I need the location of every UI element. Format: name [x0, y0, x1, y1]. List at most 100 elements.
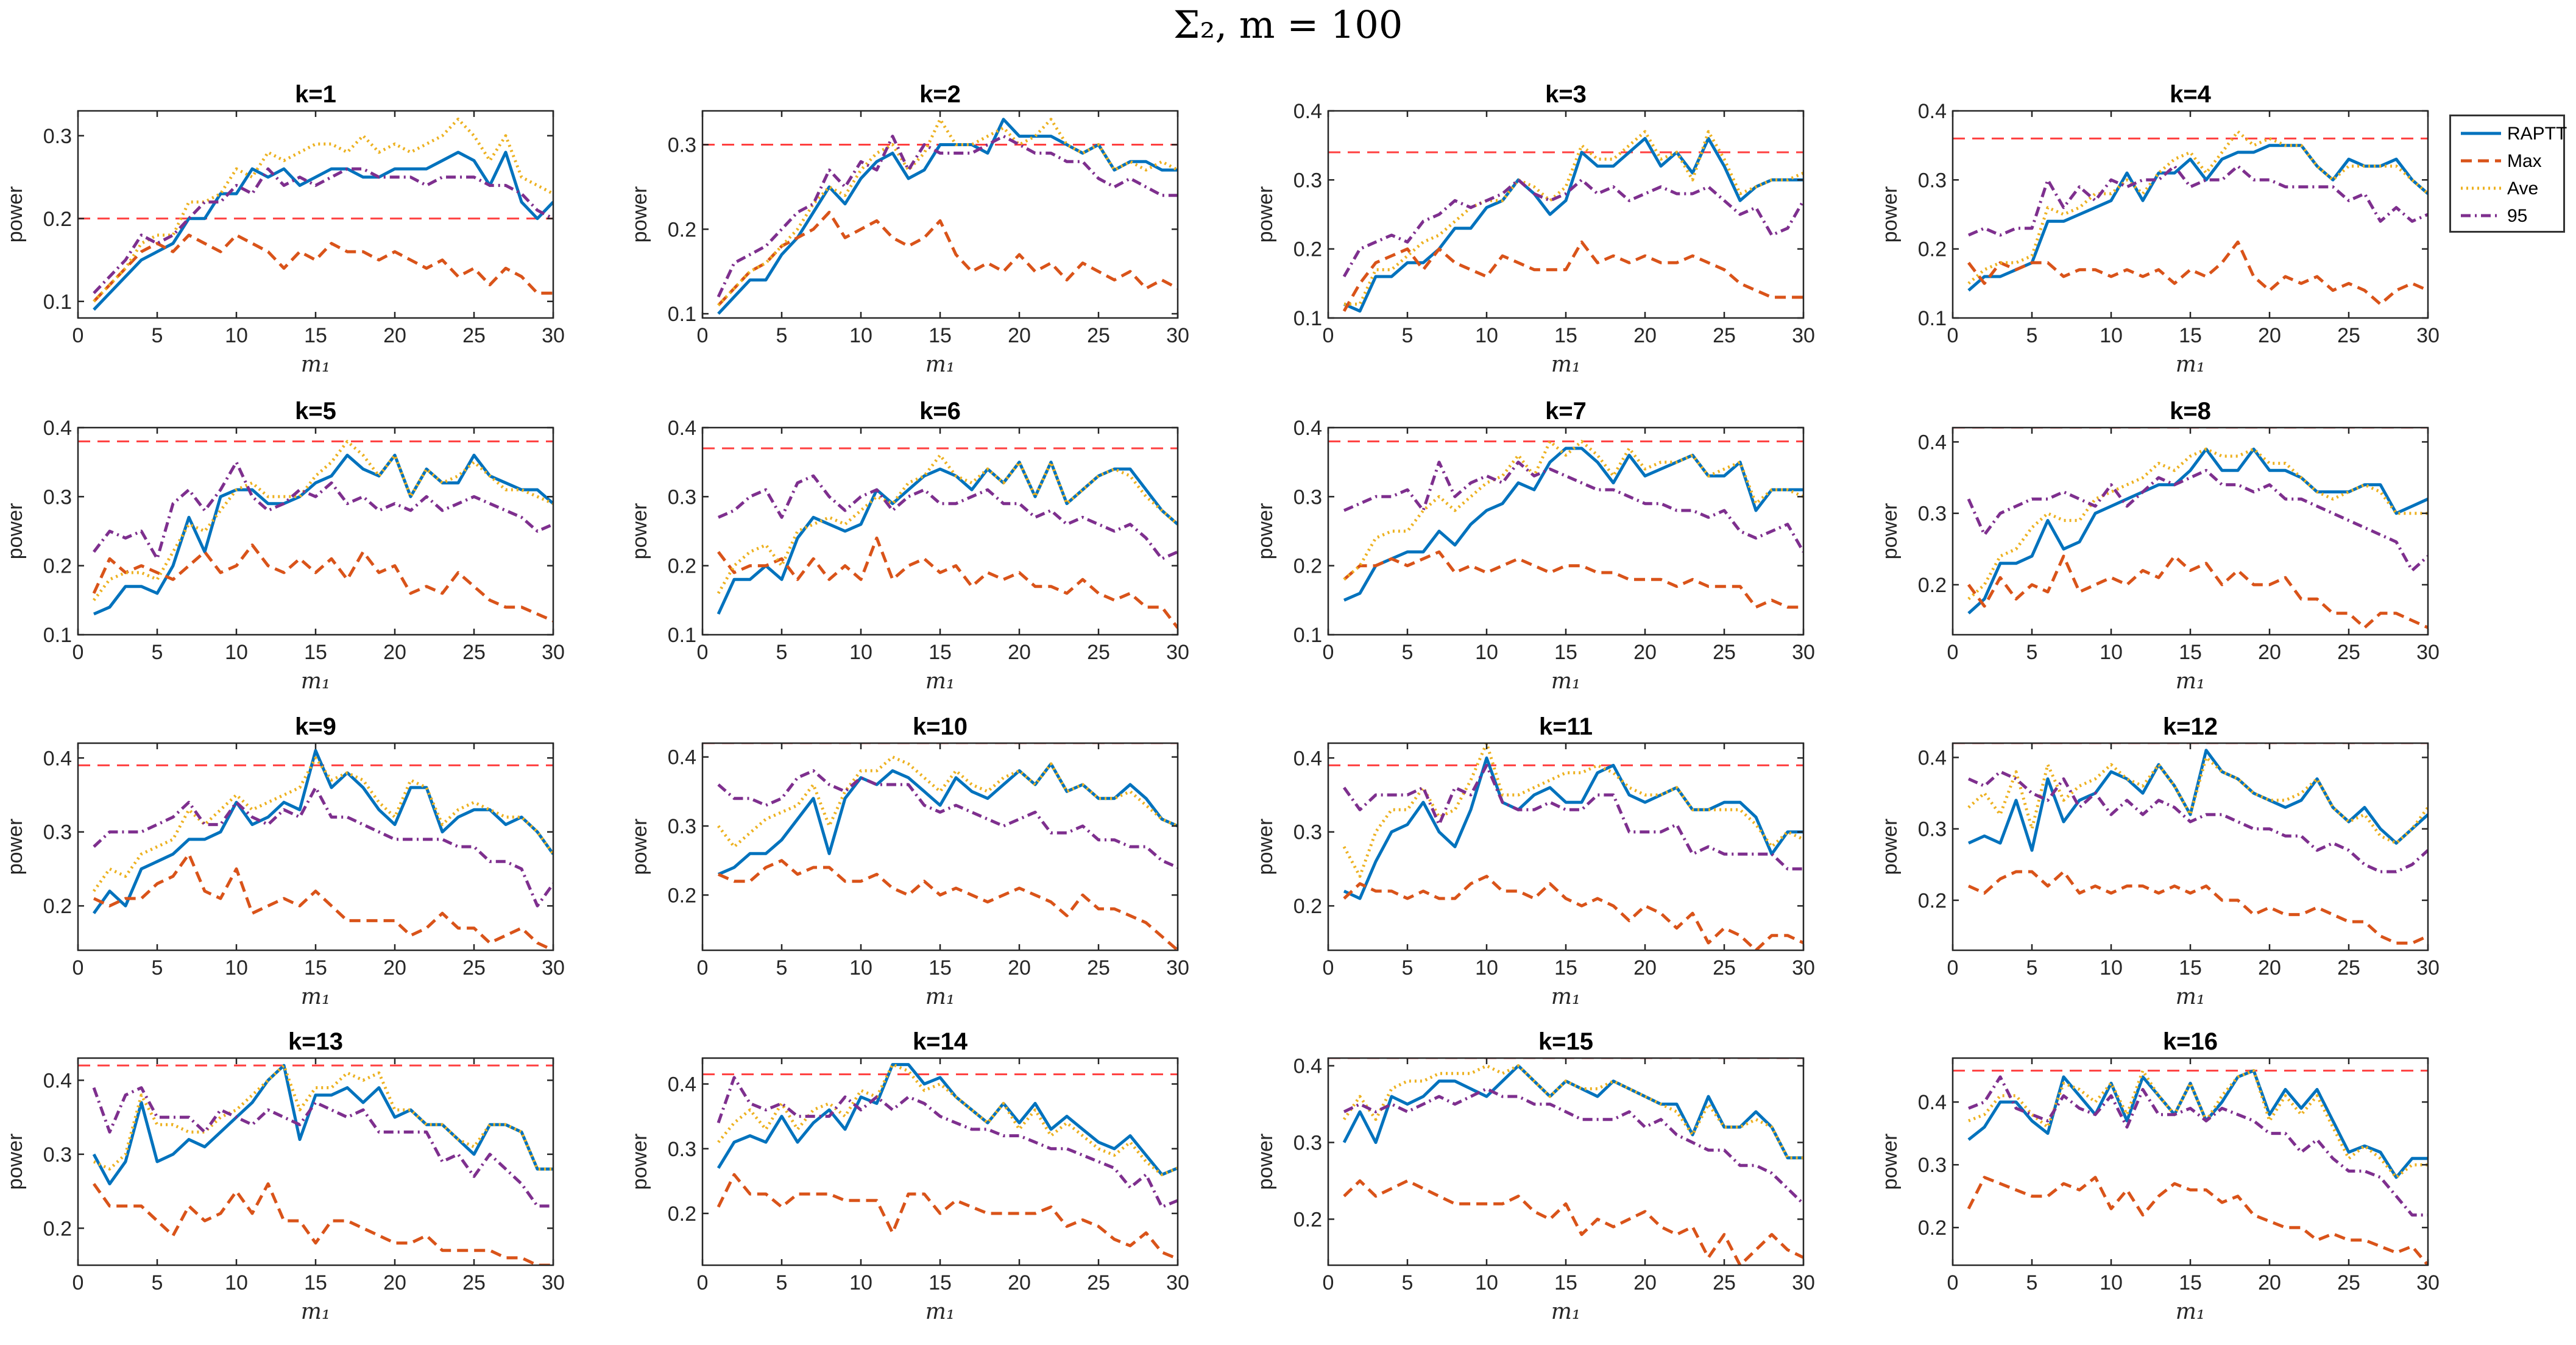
x-tick-label: 30	[2416, 956, 2440, 980]
series-line-raptt	[1343, 756, 1803, 900]
x-tick-label: 25	[2337, 641, 2360, 664]
series-line-ave	[1967, 755, 2428, 845]
series-line-max	[717, 859, 1178, 950]
y-tick-label: 0.2	[43, 555, 72, 578]
y-tick-label: 0.4	[1293, 747, 1322, 770]
y-axis-label: power	[1254, 1134, 1277, 1190]
x-axis-label: m₁	[2176, 669, 2206, 694]
y-tick-label: 0.4	[668, 417, 696, 440]
y-axis-label: power	[1878, 819, 1902, 875]
series-line-ave	[1967, 447, 2428, 601]
y-tick-label: 0.3	[668, 134, 696, 157]
series-line-raptt	[1967, 1069, 2428, 1179]
y-tick-label: 0.2	[668, 884, 696, 907]
y-tick-label: 0.4	[1918, 746, 1947, 769]
legend-swatch	[2461, 186, 2501, 190]
series-line-raptt	[1967, 447, 2428, 615]
x-tick-label: 30	[1166, 956, 1189, 980]
series-line-95	[92, 1086, 553, 1208]
x-tick-label: 10	[2100, 324, 2123, 347]
plot-area	[1328, 111, 1803, 318]
x-tick-label: 5	[152, 641, 163, 664]
series-line-max	[1967, 240, 2428, 306]
figure-title: Σ₂, m = 100	[1173, 2, 1403, 47]
plot-area	[78, 428, 553, 635]
y-tick-label: 0.4	[1293, 1055, 1322, 1078]
x-tick-label: 10	[1475, 1271, 1498, 1294]
subplot-7: 0 5 10 15 20 25 30 0.1 0.2 0.3 0.4 k=7 m₁ power	[1254, 398, 1815, 694]
series-line-95	[717, 1076, 1178, 1209]
y-axis-label: power	[4, 503, 27, 560]
x-tick-label: 10	[849, 1271, 872, 1294]
y-tick-label: 0.4	[668, 1073, 696, 1096]
series-line-95	[93, 786, 553, 908]
y-axis-label: power	[628, 1134, 651, 1190]
legend-item-max: Max	[2451, 149, 2567, 173]
legend-item-ave: Ave	[2451, 176, 2567, 200]
x-tick-label: 0	[697, 641, 709, 664]
x-tick-label: 10	[849, 956, 872, 980]
x-axis-label: m₁	[1551, 1299, 1581, 1324]
x-axis-label: m₁	[925, 1299, 955, 1324]
series-line-raptt	[1342, 1064, 1803, 1160]
y-tick-label: 0.4	[43, 747, 72, 770]
series-line-ave	[1967, 130, 2428, 285]
y-tick-label: 0.2	[43, 1217, 72, 1240]
x-tick-label: 10	[1475, 641, 1498, 664]
x-tick-label: 20	[1633, 641, 1657, 664]
plot-area	[78, 743, 553, 950]
x-tick-label: 0	[1947, 956, 1959, 980]
y-tick-label: 0.2	[668, 1202, 696, 1226]
x-tick-label: 10	[225, 324, 248, 347]
series-line-max	[1343, 550, 1803, 609]
series-line-raptt	[92, 1064, 553, 1185]
y-tick-label: 0.2	[1293, 1208, 1322, 1231]
series-line-max	[92, 1182, 553, 1265]
series-line-max	[1343, 1179, 1803, 1265]
x-tick-label: 0	[1323, 641, 1334, 664]
x-tick-label: 25	[1087, 324, 1110, 347]
x-tick-label: 30	[1792, 641, 1815, 664]
x-tick-label: 0	[697, 1271, 709, 1294]
x-tick-label: 5	[2026, 956, 2038, 980]
plot-area	[1953, 111, 2428, 318]
series-line-95	[717, 135, 1178, 298]
x-tick-label: 25	[1713, 1271, 1736, 1294]
y-tick-label: 0.2	[1293, 238, 1322, 261]
y-tick-label: 0.3	[1293, 1132, 1322, 1155]
series-line-max	[93, 852, 553, 950]
x-tick-label: 5	[776, 1271, 788, 1294]
series-line-ave	[1342, 743, 1803, 878]
y-tick-label: 0.3	[43, 125, 72, 148]
y-axis-label: power	[1878, 1134, 1902, 1190]
subplot-1: 0 5 10 15 20 25 30 0.1 0.2 0.3 k=1 m₁ power	[4, 81, 565, 377]
y-axis-label: power	[628, 503, 651, 560]
y-tick-label: 0.3	[1293, 485, 1322, 509]
x-tick-label: 15	[929, 956, 952, 980]
y-tick-label: 0.2	[43, 895, 72, 918]
x-tick-label: 5	[1402, 956, 1414, 980]
series-line-max	[717, 211, 1178, 306]
series-line-95	[1342, 178, 1803, 278]
x-tick-label: 0	[1323, 1271, 1334, 1294]
x-tick-label: 5	[1402, 324, 1414, 347]
y-tick-label: 0.3	[668, 1138, 696, 1161]
x-tick-label: 20	[383, 1271, 406, 1294]
y-tick-label: 0.4	[43, 417, 72, 440]
series-line-max	[717, 1173, 1178, 1260]
x-tick-label: 10	[2100, 641, 2123, 664]
legend-label: Max	[2507, 151, 2542, 171]
y-tick-label: 0.1	[1293, 624, 1322, 647]
x-tick-label: 25	[1087, 641, 1110, 664]
y-tick-label: 0.4	[1293, 417, 1322, 440]
subplot-title: k=1	[295, 81, 336, 108]
series-line-raptt	[1343, 136, 1803, 313]
series-line-raptt	[1967, 144, 2428, 292]
y-tick-label: 0.3	[668, 485, 696, 509]
x-axis-label: m₁	[1551, 352, 1581, 377]
legend: RAPTT Max Ave 95	[2449, 115, 2567, 233]
series-line-ave	[1343, 440, 1803, 581]
legend-label: Ave	[2507, 178, 2539, 199]
x-tick-label: 0	[697, 956, 709, 980]
subplot-9: 0 5 10 15 20 25 30 0.2 0.3 0.4 k=9 m₁ power	[4, 713, 565, 1009]
